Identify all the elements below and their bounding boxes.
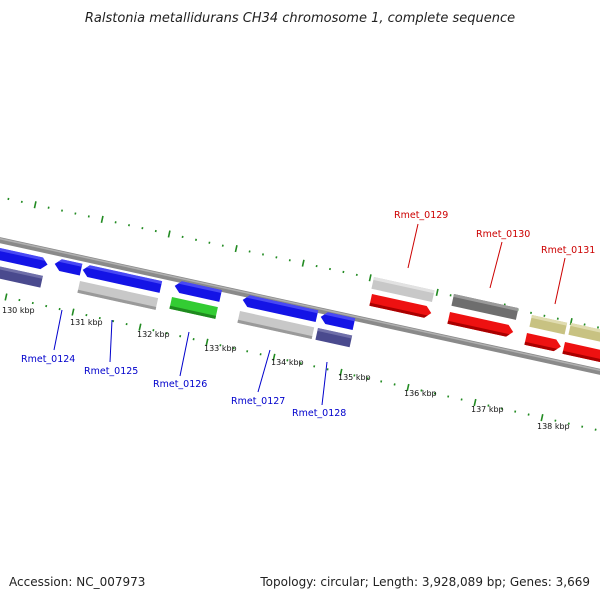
inner-scale-ring	[4, 293, 597, 431]
scale-label: 135 kbp	[338, 373, 371, 382]
gene-arrow[interactable]	[169, 297, 218, 319]
gene-arrow[interactable]	[524, 333, 562, 352]
major-tick	[138, 323, 142, 331]
gene-arrow[interactable]	[53, 258, 83, 276]
gene-arrow[interactable]	[241, 294, 319, 323]
map-title: Ralstonia metallidurans CH34 chromosome …	[85, 11, 515, 26]
scale-label: 131 kbp	[70, 318, 103, 327]
gene-arrow[interactable]	[0, 266, 43, 288]
gene-labels: Rmet_0124 Rmet_0125 Rmet_0126 Rmet_0127 …	[21, 210, 595, 419]
gene-arrow[interactable]	[371, 277, 435, 303]
major-tick	[301, 259, 305, 267]
major-tick	[71, 308, 75, 316]
gene-label-rmet-0124[interactable]: Rmet_0124	[21, 354, 75, 365]
scale-label: 136 kbp	[404, 389, 437, 398]
gene-label-rmet-0128[interactable]: Rmet_0128	[292, 408, 346, 419]
gene-label-rmet-0131[interactable]: Rmet_0131	[541, 245, 595, 256]
major-tick	[234, 244, 238, 253]
scale-label: 138 kbp	[537, 422, 570, 431]
gene-label-rmet-0127[interactable]: Rmet_0127	[231, 396, 285, 407]
scale-label: 132 kbp	[137, 330, 170, 339]
scale-label: 137 kbp	[471, 405, 504, 414]
gene-arrow[interactable]	[369, 294, 432, 319]
gene-arrow[interactable]	[81, 264, 163, 293]
major-tick	[569, 318, 573, 326]
chromosome-backbone	[0, 237, 600, 375]
major-tick	[100, 215, 104, 223]
gene-label-rmet-0129[interactable]: Rmet_0129	[394, 210, 448, 221]
major-tick	[33, 201, 37, 209]
gene-features	[0, 246, 600, 364]
gene-arrow[interactable]	[173, 280, 222, 302]
summary-text: Topology: circular; Length: 3,928,089 bp…	[259, 575, 590, 589]
accession-text: Accession: NC_007973	[9, 575, 145, 589]
scale-label: 134 kbp	[271, 358, 304, 367]
gene-arrow[interactable]	[237, 311, 315, 340]
major-tick	[435, 288, 439, 296]
gene-arrow[interactable]	[568, 323, 600, 344]
gene-arrow[interactable]	[0, 246, 49, 271]
gene-arrow[interactable]	[447, 312, 514, 338]
scale-labels: 130 kbp 131 kbp 132 kbp 133 kbp 134 kbp …	[2, 306, 570, 431]
gene-label-rmet-0126[interactable]: Rmet_0126	[153, 379, 207, 390]
major-tick	[4, 293, 8, 301]
major-tick	[205, 338, 209, 346]
scale-label: 133 kbp	[204, 344, 237, 353]
scale-label: 130 kbp	[2, 306, 35, 315]
major-tick	[272, 353, 276, 361]
gene-arrow[interactable]	[319, 311, 356, 331]
gene-arrow[interactable]	[562, 342, 600, 364]
major-tick	[406, 383, 410, 392]
gene-label-rmet-0130[interactable]: Rmet_0130	[476, 229, 530, 240]
major-tick	[540, 414, 544, 422]
gene-arrow[interactable]	[529, 315, 568, 335]
major-tick	[368, 274, 372, 282]
major-tick	[167, 230, 171, 238]
gene-label-rmet-0125[interactable]: Rmet_0125	[84, 366, 138, 377]
gene-arrow[interactable]	[451, 294, 519, 320]
gene-arrow[interactable]	[77, 281, 159, 310]
label-leader-lines	[53, 223, 566, 406]
gene-arrow[interactable]	[315, 328, 353, 348]
major-tick	[339, 368, 343, 376]
major-tick	[473, 398, 477, 407]
